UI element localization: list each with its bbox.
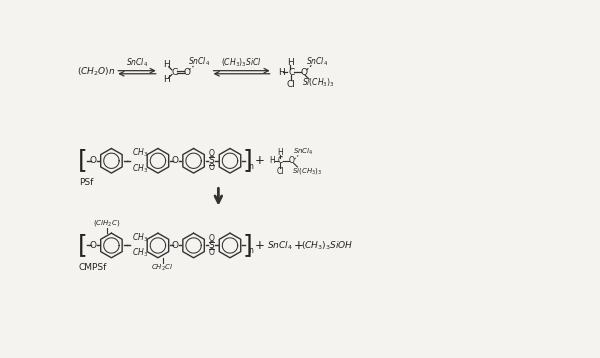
Text: H: H — [163, 76, 170, 84]
Text: Cl: Cl — [287, 80, 296, 89]
Text: +: + — [294, 239, 304, 252]
Text: $SnCl_4$: $SnCl_4$ — [268, 239, 293, 252]
Text: O: O — [172, 156, 178, 165]
Text: H: H — [277, 148, 283, 157]
Text: O: O — [208, 163, 214, 172]
Text: Cl: Cl — [277, 167, 284, 176]
Text: +: + — [254, 239, 265, 252]
Text: $Si(CH_3)_3$: $Si(CH_3)_3$ — [292, 166, 322, 176]
Text: $(CH_3)_3SiCl$: $(CH_3)_3SiCl$ — [221, 57, 262, 69]
Text: $(ClH_2C)$: $(ClH_2C)$ — [93, 218, 121, 228]
Text: O: O — [289, 156, 295, 165]
Text: H: H — [287, 58, 294, 67]
Text: $CH_3$: $CH_3$ — [131, 247, 148, 260]
Text: O: O — [172, 241, 178, 250]
Text: O: O — [183, 68, 190, 77]
Text: $SnCl_4$: $SnCl_4$ — [188, 56, 210, 68]
Text: n: n — [248, 246, 253, 255]
Text: PSf: PSf — [79, 178, 93, 187]
Text: $CH_2Cl$: $CH_2Cl$ — [151, 263, 174, 273]
Text: O: O — [208, 149, 214, 158]
Text: $(CH_3)_3SiOH$: $(CH_3)_3SiOH$ — [301, 239, 353, 252]
Text: $SnCl_4$: $SnCl_4$ — [126, 57, 148, 69]
Text: CMPSf: CMPSf — [79, 262, 107, 271]
Text: O: O — [89, 156, 97, 165]
Text: $CH_3$: $CH_3$ — [131, 162, 148, 175]
Text: C: C — [172, 68, 178, 77]
Text: H: H — [163, 60, 170, 69]
Text: H: H — [270, 156, 275, 165]
Text: $SnCl_4$: $SnCl_4$ — [306, 55, 328, 68]
Text: O: O — [89, 241, 97, 250]
Text: C: C — [278, 156, 283, 165]
Text: $]$: $]$ — [242, 232, 252, 259]
Text: $]$: $]$ — [242, 147, 252, 174]
Text: S: S — [209, 156, 214, 165]
Text: $SnCl_4$: $SnCl_4$ — [293, 146, 314, 157]
Text: $CH_3$: $CH_3$ — [131, 147, 148, 159]
Text: +: + — [254, 154, 265, 167]
Text: n: n — [248, 162, 253, 171]
Text: O: O — [208, 248, 214, 257]
Text: $Si(CH_3)_3$: $Si(CH_3)_3$ — [302, 77, 335, 89]
Text: C: C — [288, 68, 295, 77]
Text: $(CH_2O)n$: $(CH_2O)n$ — [77, 66, 116, 78]
Text: O: O — [301, 68, 308, 77]
Text: $[$: $[$ — [77, 147, 86, 174]
Text: S: S — [209, 241, 214, 250]
Text: $CH_3$: $CH_3$ — [131, 232, 148, 244]
Text: O: O — [208, 234, 214, 243]
Text: H: H — [278, 68, 284, 77]
Text: $[$: $[$ — [77, 232, 86, 259]
